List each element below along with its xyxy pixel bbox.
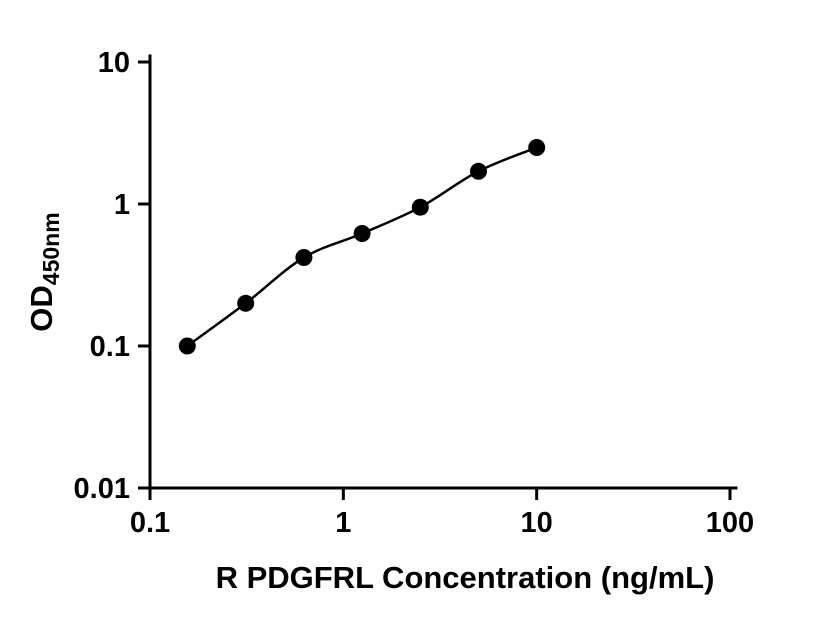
x-tick-label: 10 [521, 507, 553, 539]
x-tick-label: 0.1 [130, 507, 170, 539]
data-point [528, 139, 546, 156]
y-tick-label: 0.01 [74, 473, 130, 505]
data-point [353, 225, 371, 242]
data-point [178, 337, 196, 355]
x-tick-label: 100 [706, 507, 754, 539]
y-axis-title-main: OD [24, 285, 59, 332]
data-point [237, 294, 255, 312]
data-point [295, 249, 313, 266]
x-tick-label: 1 [335, 507, 351, 539]
data-point [411, 198, 429, 216]
y-tick-label: 1 [114, 189, 130, 221]
y-tick-label: 0.1 [90, 331, 130, 363]
y-tick-label: 10 [98, 47, 130, 79]
data-point [470, 162, 487, 180]
y-axis-title: OD450nm [24, 212, 64, 331]
y-axis-title-subscript: 450nm [38, 212, 64, 285]
x-axis-title: R PDGFRL Concentration (ng/mL) [216, 560, 715, 595]
